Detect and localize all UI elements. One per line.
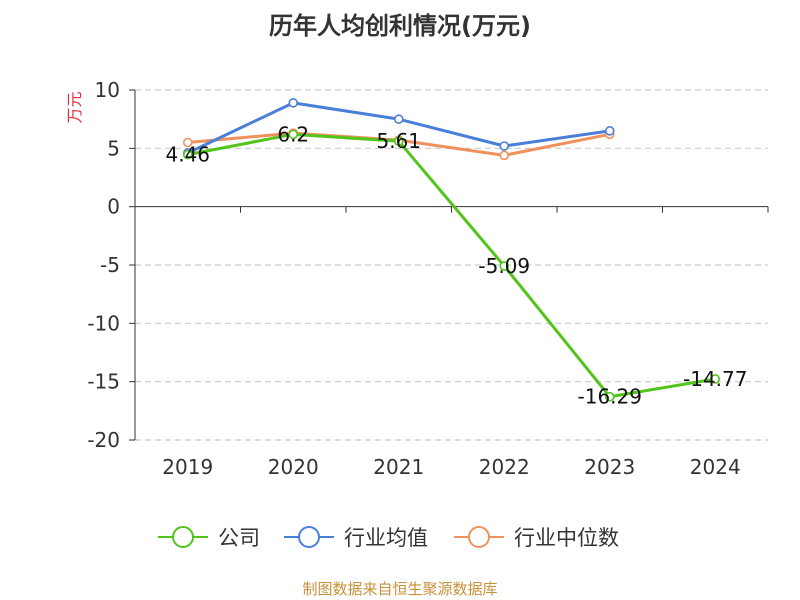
data-point [499,150,510,161]
data-point [604,391,615,402]
y-tick-label: -5 [100,253,120,277]
legend-label: 行业均值 [344,526,428,550]
legend-marker [298,526,320,548]
source-note: 制图数据来自恒生聚源数据库 [302,580,498,598]
legend-label: 公司 [218,526,260,550]
y-axis-label: 万元 [65,91,84,123]
legend-label: 行业中位数 [514,526,619,550]
legend[interactable]: 公司 行业均值 行业中位数 [158,526,619,550]
x-tick-label: 2024 [690,455,741,479]
y-tick-label: 10 [95,78,120,102]
data-label: -16.29 [578,385,642,409]
data-point [393,136,404,147]
data-point [499,261,510,271]
chart-title: 历年人均创利情况(万元) [269,12,531,40]
series-layer [182,98,721,402]
data-point [182,137,193,148]
data-label: -14.77 [683,367,747,391]
x-tick-label: 2023 [584,455,635,479]
grid-layer [135,89,768,441]
y-tick-label: 0 [107,195,120,219]
legend-item-1[interactable]: 行业均值 [284,526,428,550]
data-point [182,149,193,160]
x-tick-label: 2019 [162,455,213,479]
axis-layer: 10 5 0 -5 -10 -15 -20 2019 2020 2021 2022 2023 2024 万… [65,78,769,479]
legend-marker [172,526,194,548]
legend-marker [468,526,490,548]
x-tick-label: 2021 [373,455,424,479]
y-tick-label: 5 [107,136,120,160]
data-label: 6.2 [277,122,309,146]
y-tick-label: -15 [87,370,120,394]
data-point [288,129,299,140]
y-tick-label: -20 [87,428,120,452]
x-tick-label: 2022 [479,455,530,479]
data-label: -5.09 [478,254,530,278]
data-label: 5.61 [376,129,421,153]
data-label: 4.46 [165,143,210,167]
y-tick-label: -10 [87,311,120,335]
x-tick-label: 2020 [268,455,319,479]
data-point [393,114,404,124]
data-point [288,98,299,108]
legend-item-2[interactable]: 行业中位数 [454,526,619,550]
data-point [710,374,721,384]
data-point [499,141,510,151]
series-line-0 [187,132,716,399]
data-point [604,126,615,136]
legend-item-0[interactable]: 公司 [158,526,260,550]
data-label-layer: 4.46 6.2 5.61 -5.09 -16.29 -14.77 [165,122,747,408]
